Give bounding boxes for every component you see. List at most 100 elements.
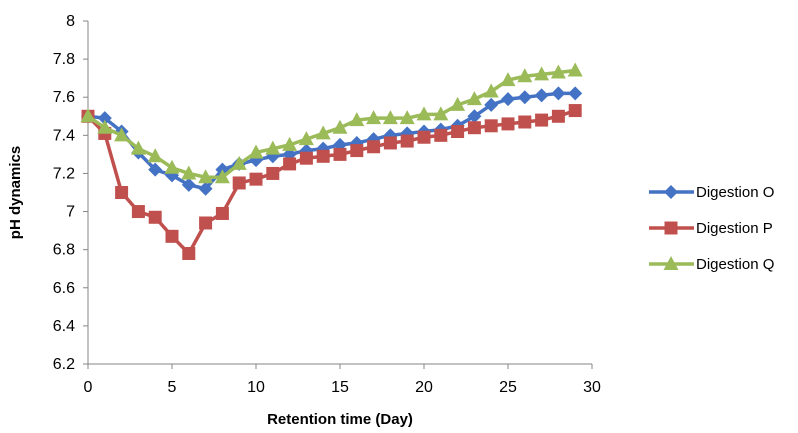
y-tick-label: 7.6 — [53, 89, 75, 106]
data-point-digestion-q — [231, 155, 247, 170]
data-point-digestion-o — [551, 86, 566, 101]
data-point-digestion-q — [349, 112, 365, 127]
data-point-digestion-q — [382, 110, 398, 125]
y-tick-label: 6.4 — [53, 318, 75, 335]
series-digestion-q — [80, 62, 583, 184]
y-tick-label: 6.2 — [53, 356, 75, 373]
data-point-digestion-q — [366, 110, 382, 125]
data-point-digestion-p — [333, 147, 347, 161]
y-axis: 6.2 6.4 6.6 6.8 7 7.2 7.4 7.6 7.8 8 — [53, 13, 89, 373]
series-digestion-p — [81, 104, 582, 260]
data-point-digestion-p — [467, 121, 481, 135]
data-point-digestion-o — [501, 92, 515, 107]
x-tick-label: 5 — [168, 379, 177, 396]
data-point-digestion-p — [283, 157, 297, 171]
data-point-digestion-q — [500, 72, 516, 87]
data-point-digestion-o — [148, 162, 163, 177]
data-point-digestion-p — [131, 205, 145, 219]
x-tick-label: 20 — [415, 379, 433, 396]
data-point-digestion-q — [483, 83, 499, 98]
data-point-digestion-o — [534, 88, 549, 103]
x-tick-label: 15 — [331, 379, 349, 396]
data-point-digestion-q — [332, 119, 348, 134]
data-point-digestion-o — [467, 109, 482, 124]
legend-label: Digestion Q — [696, 256, 774, 273]
data-point-digestion-q — [198, 169, 214, 184]
data-point-digestion-p — [215, 206, 229, 220]
series-layer — [80, 62, 583, 260]
legend-marker — [664, 221, 678, 235]
data-point-digestion-q — [80, 108, 96, 123]
data-point-digestion-q — [399, 110, 415, 125]
data-point-digestion-q — [248, 144, 264, 159]
data-point-digestion-p — [350, 144, 364, 158]
x-tick-label: 0 — [84, 379, 93, 396]
data-point-digestion-p — [400, 134, 414, 148]
legend-item-digestion-o: Digestion O — [649, 184, 774, 201]
data-point-digestion-p — [518, 115, 532, 129]
data-point-digestion-p — [266, 166, 280, 180]
y-tick-label: 7.4 — [53, 127, 75, 144]
data-point-digestion-q — [466, 91, 482, 106]
data-point-digestion-q — [147, 148, 163, 163]
data-point-digestion-p — [417, 130, 431, 144]
data-point-digestion-q — [114, 127, 130, 142]
data-point-digestion-q — [265, 140, 281, 155]
y-tick-label: 6.8 — [53, 242, 75, 259]
data-point-digestion-q — [534, 66, 550, 81]
x-tick-label: 30 — [583, 379, 601, 396]
data-point-digestion-p — [182, 246, 196, 260]
data-point-digestion-p — [115, 186, 129, 199]
data-point-digestion-q — [416, 106, 432, 121]
y-axis-title: pH dynamics — [7, 146, 24, 239]
data-point-digestion-q — [181, 165, 197, 180]
legend-item-digestion-q: Digestion Q — [649, 256, 774, 273]
data-point-digestion-p — [551, 109, 565, 123]
legend-item-digestion-p: Digestion P — [649, 220, 773, 237]
data-point-digestion-q — [517, 68, 533, 83]
data-point-digestion-q — [550, 64, 566, 79]
data-point-digestion-o — [97, 111, 112, 126]
x-axis-title: Retention time (Day) — [267, 411, 413, 428]
data-point-digestion-p — [299, 151, 313, 165]
legend: Digestion O Digestion P Digestion Q — [649, 184, 774, 273]
data-point-digestion-q — [450, 96, 466, 111]
data-point-digestion-q — [282, 136, 298, 151]
series-digestion-o — [81, 86, 583, 196]
y-tick-label: 7 — [66, 204, 75, 221]
data-point-digestion-q — [567, 62, 583, 77]
data-point-digestion-p — [165, 229, 179, 243]
data-point-digestion-q — [315, 125, 331, 140]
legend-label: Digestion P — [696, 220, 773, 237]
data-point-digestion-o — [181, 177, 196, 192]
data-point-digestion-p — [501, 117, 515, 131]
y-tick-label: 8 — [66, 13, 75, 30]
y-tick-label: 7.2 — [53, 165, 75, 182]
data-point-digestion-o — [568, 86, 583, 101]
y-tick-label: 6.6 — [53, 280, 75, 297]
data-point-digestion-p — [535, 113, 549, 127]
data-point-digestion-p — [367, 140, 381, 154]
data-point-digestion-p — [484, 119, 498, 133]
x-tick-label: 10 — [247, 379, 265, 396]
legend-marker — [664, 185, 678, 199]
data-point-digestion-o — [484, 97, 499, 112]
data-point-digestion-q — [433, 106, 449, 121]
data-point-digestion-p — [568, 104, 582, 118]
data-point-digestion-q — [298, 131, 314, 146]
data-point-digestion-p — [199, 216, 213, 230]
data-point-digestion-o — [517, 90, 532, 105]
legend-marker — [663, 256, 679, 270]
data-point-digestion-p — [451, 125, 465, 139]
data-point-digestion-p — [232, 176, 246, 190]
data-point-digestion-p — [434, 128, 448, 142]
x-tick-label: 25 — [499, 379, 517, 396]
data-point-digestion-q — [164, 159, 180, 174]
y-tick-label: 7.8 — [53, 51, 75, 68]
series-line-digestion-o — [87, 91, 576, 191]
data-point-digestion-q — [130, 140, 146, 155]
data-point-digestion-p — [148, 210, 162, 224]
data-point-digestion-q — [214, 169, 230, 184]
data-point-digestion-o — [198, 181, 213, 196]
